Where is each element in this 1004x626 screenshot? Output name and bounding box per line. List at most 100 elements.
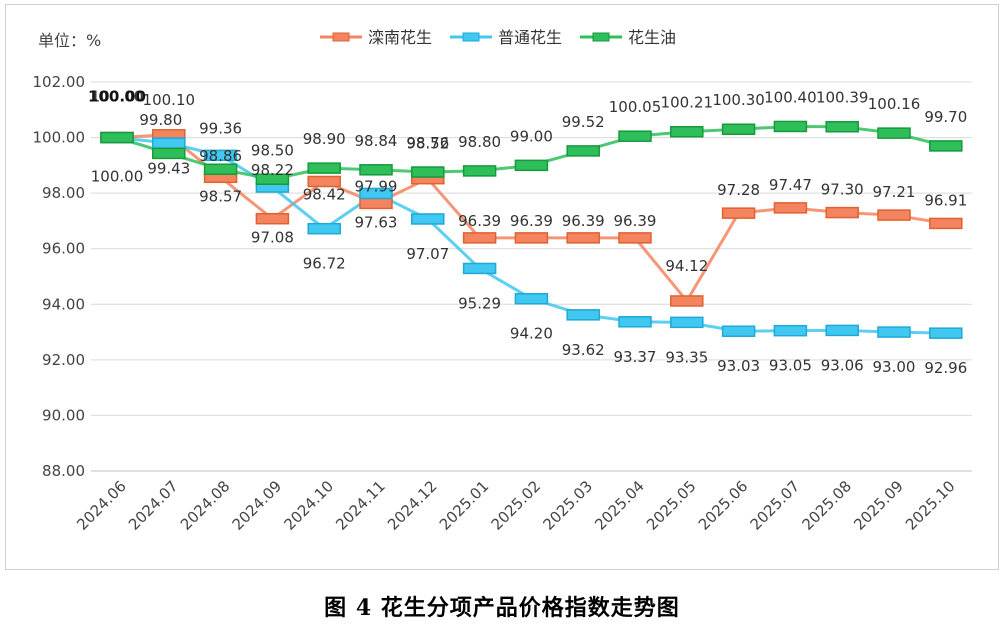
data-label: 93.37 [614, 348, 657, 366]
legend: 滦南花生 普通花生 花生油 [320, 28, 676, 47]
point-marker [877, 326, 911, 338]
y-axis-ticks: 88.00 90.00 92.00 94.00 96.00 98.00 100.00 102.… [33, 73, 86, 480]
data-label: 93.00 [873, 358, 916, 376]
point-marker [721, 207, 756, 219]
chart-frame: 88.00 90.00 92.00 94.00 96.00 98.00 100.00 102.… [5, 4, 999, 570]
data-label: 100.21 [661, 94, 714, 112]
data-label: 96.39 [562, 212, 605, 230]
point-marker [618, 316, 652, 328]
data-label: 100.10 [143, 91, 196, 109]
x-tick-label: 2025.04 [591, 477, 648, 534]
point-marker [877, 127, 911, 139]
x-tick-label: 2025.08 [798, 477, 855, 534]
data-label: 100.00 [91, 88, 144, 106]
point-marker [825, 206, 859, 219]
point-marker [773, 324, 808, 337]
y-tick-label: 88.00 [42, 462, 85, 480]
data-label: 96.72 [303, 255, 346, 273]
point-marker [929, 327, 963, 339]
data-label: 98.84 [355, 132, 398, 150]
point-marker [307, 175, 341, 188]
y-tick-label: 92.00 [42, 351, 85, 369]
x-tick-label: 2024.08 [177, 477, 234, 534]
point-marker [670, 125, 704, 138]
y-tick-label: 100.00 [33, 129, 86, 147]
data-label: 97.21 [873, 183, 916, 201]
point-marker [670, 295, 704, 307]
data-label: 96.39 [510, 212, 553, 230]
data-label: 100.30 [712, 91, 765, 109]
unit-label: 单位：% [38, 31, 101, 50]
data-label: 98.50 [251, 141, 294, 159]
data-label: 94.20 [510, 325, 553, 343]
series-markers [100, 120, 963, 339]
x-tick-label: 2025.01 [436, 477, 493, 534]
data-label: 99.80 [139, 111, 182, 129]
point-marker [255, 173, 290, 185]
point-marker [307, 162, 341, 174]
gridlines [91, 81, 972, 472]
legend-label: 滦南花生 [368, 28, 432, 47]
point-marker [825, 120, 859, 133]
y-tick-label: 90.00 [42, 406, 85, 424]
data-label: 96.91 [924, 191, 967, 209]
point-marker [618, 232, 652, 244]
data-label: 98.57 [199, 187, 242, 205]
legend-label: 普通花生 [498, 28, 562, 47]
point-marker [255, 212, 290, 225]
point-marker [929, 217, 963, 230]
point-marker [462, 232, 497, 244]
data-labels: 100.00 100.1098.5797.0898.4297.6398.5296.… [88, 88, 967, 378]
point-marker [514, 292, 549, 305]
data-label: 92.96 [924, 359, 967, 377]
legend-marker [462, 32, 480, 42]
point-marker [462, 165, 497, 177]
data-label: 97.47 [769, 176, 812, 194]
point-marker [359, 164, 393, 176]
data-label: 97.63 [355, 213, 398, 231]
data-label: 97.28 [717, 181, 760, 199]
point-marker [411, 213, 445, 225]
point-marker [359, 187, 393, 200]
x-tick-label: 2025.06 [695, 477, 752, 534]
data-label: 100.05 [609, 98, 662, 116]
data-label: 97.07 [406, 245, 449, 263]
data-label: 97.08 [251, 229, 294, 247]
point-marker [203, 163, 238, 175]
point-marker [566, 232, 600, 244]
data-label: 99.36 [199, 119, 242, 137]
data-label: 100.39 [816, 89, 869, 107]
data-label: 93.05 [769, 357, 812, 375]
x-tick-label: 2024.11 [332, 477, 389, 534]
x-tick-label: 2024.06 [73, 477, 130, 534]
data-label: 97.99 [355, 177, 398, 195]
line-chart: 88.00 90.00 92.00 94.00 96.00 98.00 100.00 102.… [33, 28, 972, 534]
x-tick-label: 2024.10 [280, 477, 337, 534]
data-label: 98.86 [199, 147, 242, 165]
x-tick-label: 2025.10 [902, 477, 959, 534]
x-tick-label: 2025.05 [643, 477, 700, 534]
data-label: 93.35 [665, 348, 708, 366]
point-marker [359, 197, 393, 210]
point-marker [566, 309, 600, 321]
point-marker [670, 316, 704, 329]
data-label: 100.40 [764, 88, 817, 106]
data-label: 100.00 [88, 88, 146, 106]
data-label: 98.90 [303, 130, 346, 148]
data-label: 93.03 [717, 357, 760, 375]
x-tick-label: 2025.03 [539, 477, 596, 534]
data-label: 98.80 [458, 133, 501, 151]
data-label: 96.39 [458, 212, 501, 230]
data-label: 100.16 [868, 95, 921, 113]
x-axis-ticks: 2024.062024.072024.082024.092024.102024.… [73, 477, 958, 534]
point-marker [825, 324, 859, 337]
data-label: 97.30 [821, 181, 864, 199]
data-label: 98.52 [406, 135, 449, 153]
legend-label: 花生油 [628, 28, 676, 47]
point-marker [462, 262, 497, 275]
point-marker [773, 202, 808, 214]
data-label: 99.52 [562, 113, 605, 131]
data-label: 93.62 [562, 341, 605, 359]
legend-marker [332, 32, 350, 42]
data-label: 99.43 [147, 159, 190, 177]
